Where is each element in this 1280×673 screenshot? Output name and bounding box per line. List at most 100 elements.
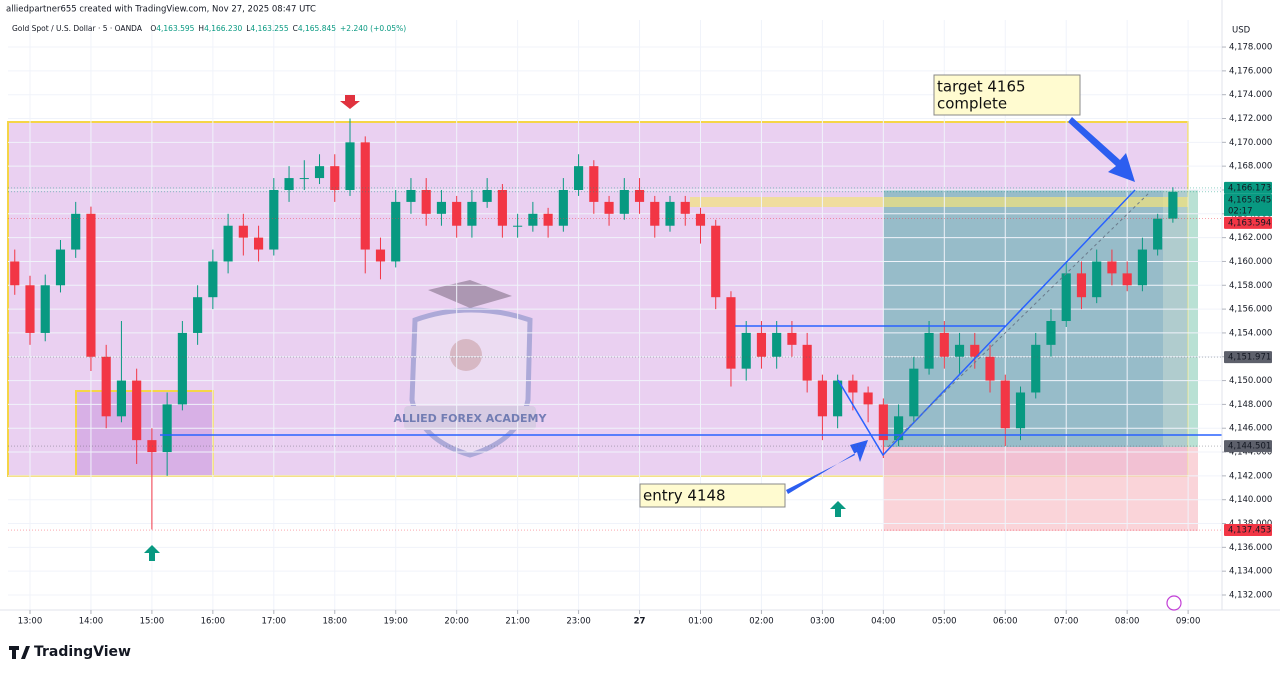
candle — [421, 178, 431, 226]
candles — [10, 118, 1178, 530]
candle — [391, 189, 401, 268]
watermark: ALLIED FOREX ACADEMY — [394, 412, 548, 425]
candle-body — [360, 142, 370, 250]
alert-icon — [1166, 595, 1182, 611]
target-note: target 4165 — [937, 78, 1026, 96]
x-tick-label: 08:00 — [1115, 617, 1140, 627]
candle — [193, 285, 203, 345]
candle-body — [894, 416, 904, 441]
candle-body — [238, 225, 248, 238]
candle-body — [985, 356, 995, 381]
x-tick-label: 03:00 — [810, 617, 835, 627]
candle — [132, 368, 142, 464]
x-tick-label: 20:00 — [444, 617, 469, 627]
price-label: 4,165.845 — [1228, 195, 1271, 205]
candle-body — [680, 201, 690, 214]
candle — [665, 195, 675, 232]
price-label-bg — [1224, 524, 1272, 537]
y-tick-label: 4,162.000 — [1229, 233, 1272, 243]
candle — [817, 374, 827, 441]
target-note-box — [933, 74, 1081, 116]
candle — [574, 154, 584, 196]
price-label: 4,151.971 — [1228, 353, 1271, 363]
candle-body — [558, 189, 568, 226]
candle — [619, 178, 629, 220]
drawings-back — [7, 121, 1198, 531]
legend-key: O — [150, 24, 156, 33]
legend-value: 4,163.255 — [250, 24, 288, 33]
x-tick-label: 06:00 — [993, 617, 1018, 627]
candle — [238, 213, 248, 256]
credit: alliedpartner655 created with TradingVie… — [6, 5, 316, 15]
x-tick-label: 19:00 — [383, 617, 408, 627]
candle — [162, 392, 172, 476]
candle-body — [726, 297, 736, 369]
candle — [528, 201, 538, 232]
candle — [726, 291, 736, 387]
y-tick-label: 4,158.000 — [1229, 281, 1272, 291]
candle — [314, 154, 325, 185]
legend-value: 4,165.845 — [298, 24, 336, 33]
y-tick-label: 4,132.000 — [1229, 590, 1272, 600]
candle-body — [878, 404, 888, 441]
candle-body — [574, 166, 584, 190]
legend-key: L — [246, 24, 251, 33]
x-tick-label: 13:00 — [18, 617, 43, 627]
candle — [25, 275, 35, 345]
x-tick-label: 21:00 — [505, 617, 530, 627]
legend-key: H — [198, 24, 204, 33]
candle — [360, 136, 370, 274]
price-label: 4,166.173 — [1228, 183, 1271, 193]
legend-change: +2.240 (+0.05%) — [340, 24, 406, 33]
y-tick-label: 4,144.000 — [1229, 448, 1272, 458]
drawings-front: target 4165 complete entry 4148 ALLIED F… — [144, 74, 1222, 561]
candle-body — [208, 261, 218, 298]
candle-body — [497, 189, 507, 226]
trend-path — [837, 189, 1136, 457]
candle — [650, 195, 660, 238]
candle — [223, 213, 233, 274]
price-label-bg — [1224, 216, 1272, 229]
candle-body — [299, 178, 309, 180]
candle-body — [939, 332, 949, 357]
target-arrow — [1068, 117, 1135, 182]
candle-body — [1107, 261, 1117, 274]
candle — [330, 154, 340, 202]
candle-body — [1031, 344, 1041, 393]
watermark-shield — [404, 280, 536, 458]
x-tick-label: 18:00 — [323, 617, 348, 627]
candle — [497, 184, 507, 238]
candle-body — [147, 440, 157, 453]
price-label: 4,137.453 — [1228, 526, 1271, 536]
candle — [802, 332, 812, 393]
axes: 4,132.000 4,134.000 4,136.000 4,138.000 4,14… — [8, 43, 1272, 627]
candle — [787, 321, 797, 357]
price-label-bg — [1224, 351, 1272, 364]
candle-body — [833, 380, 843, 417]
candle-body — [787, 332, 797, 345]
candle — [695, 207, 706, 244]
candle — [543, 207, 553, 238]
candle — [1015, 386, 1026, 441]
candle-body — [543, 213, 553, 226]
candle — [147, 428, 157, 530]
candle — [863, 386, 873, 423]
candle-body — [132, 380, 142, 441]
y-tick-label: 4,142.000 — [1229, 471, 1272, 481]
price-label-bg — [1224, 440, 1272, 453]
candle — [452, 195, 462, 238]
candle — [711, 219, 721, 310]
y-tick-label: 4,136.000 — [1229, 543, 1272, 553]
countdown-bg — [1224, 204, 1272, 216]
candle — [254, 225, 264, 262]
candle-body — [924, 332, 934, 369]
x-tick-label: 27 — [634, 617, 646, 627]
candle — [482, 178, 492, 208]
candle — [86, 206, 96, 372]
candle-body — [954, 344, 965, 357]
candle-body — [25, 285, 35, 333]
candle — [909, 356, 919, 423]
y-tick-label: 4,174.000 — [1229, 90, 1272, 100]
candle-body — [55, 249, 66, 286]
